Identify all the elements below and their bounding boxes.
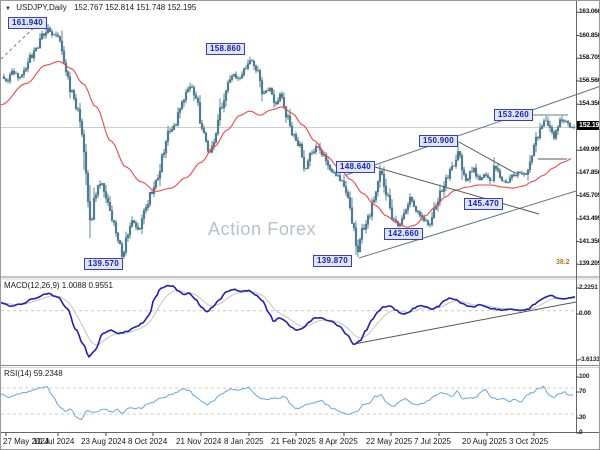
candlesticks <box>2 24 576 261</box>
price-axis-label: 156.560 <box>579 77 600 84</box>
macd-pane-title: MACD(12,26,9) 1.0088 0.9551 <box>4 281 113 290</box>
time-axis-label: 20 Aug 2025 <box>462 437 507 446</box>
price-level-label: 139.570 <box>84 258 124 270</box>
action-forex-watermark: Action Forex <box>208 219 317 239</box>
price-axis-label: 158.705 <box>579 54 600 61</box>
time-axis-label: 21 Nov 2024 <box>176 437 222 446</box>
falling-trendline-b[interactable] <box>458 141 516 174</box>
symbol-info-bar: ▼ USDJPY,Daily 152.767 152.814 151.748 1… <box>5 3 196 12</box>
time-axis-label: 21 Feb 2025 <box>271 437 316 446</box>
price-axis-label: 163.060 <box>579 8 600 15</box>
macd-axis-label: 0.00 <box>579 310 591 317</box>
price-axis-label: 145.705 <box>579 192 600 199</box>
moving-average-line <box>1 60 572 228</box>
macd-plot <box>1 284 576 359</box>
candle-bodies <box>2 27 576 257</box>
price-level-label: 150.900 <box>419 135 459 147</box>
rsi-axis-label: 70 <box>579 388 586 395</box>
price-level-label: 148.640 <box>336 161 376 173</box>
symbol-timeframe-label: USDJPY,Daily <box>16 3 67 12</box>
price-axis-label: 139.205 <box>579 260 600 267</box>
falling-trendline-a[interactable] <box>374 166 540 215</box>
symbol-dropdown-icon[interactable]: ▼ <box>5 6 11 12</box>
price-axis-label: 141.350 <box>579 238 600 245</box>
grid-lines <box>1 127 576 415</box>
current-price-tag: 152.195 <box>577 121 599 130</box>
fibonacci-38-label: 38.2 <box>556 259 570 266</box>
rsi-pane-title: RSI(14) 59.2348 <box>4 369 63 378</box>
macd-main-line <box>1 284 576 359</box>
time-axis-label: 8 Apr 2025 <box>319 437 358 446</box>
price-axis-label: 154.350 <box>579 100 600 107</box>
ma-55-line <box>1 60 572 228</box>
channel-lower-line[interactable] <box>358 190 577 259</box>
macd-axis-label: 2.2251 <box>579 284 598 291</box>
price-axis-label: 143.495 <box>579 215 600 222</box>
price-axis-label: 149.995 <box>579 146 600 153</box>
time-axis-label: 23 Aug 2024 <box>81 437 126 446</box>
price-level-label: 142.660 <box>384 228 424 240</box>
time-axis-label: 8 Oct 2024 <box>128 437 168 446</box>
time-axis-label: 3 Oct 2025 <box>509 437 549 446</box>
time-axis-label: 7 Jul 2025 <box>414 437 451 446</box>
price-level-label: 145.470 <box>464 198 504 210</box>
price-level-label: 153.260 <box>494 109 534 121</box>
macd-axis-label: -3.6133 <box>579 356 600 363</box>
pane-frame <box>1 1 599 436</box>
rsi-line <box>1 385 574 421</box>
rsi-axis-label: 100 <box>579 373 590 380</box>
trendline-objects[interactable] <box>1 18 600 345</box>
macd-trendline[interactable] <box>353 301 577 345</box>
price-level-label: 139.870 <box>313 255 353 267</box>
price-level-label: 158.860 <box>206 43 246 55</box>
price-level-label: 161.940 <box>8 17 48 29</box>
price-axis-label: 160.850 <box>579 32 600 39</box>
price-axis-label: 147.850 <box>579 169 600 176</box>
rsi-axis-label: 0 <box>579 429 583 436</box>
channel-upper-line[interactable] <box>345 86 600 176</box>
time-axis-label: 10 Jul 2024 <box>33 437 75 446</box>
time-axis-label: 22 May 2025 <box>366 437 413 446</box>
time-axis-label: 27 May 2024 <box>3 437 50 446</box>
macd-signal-line <box>1 290 576 346</box>
rsi-plot <box>1 385 574 421</box>
time-axis-label: 8 Jan 2025 <box>224 437 264 446</box>
rsi-axis-label: 30 <box>579 414 586 421</box>
ohlc-quote-label: 152.767 152.814 151.748 152.195 <box>73 3 197 12</box>
